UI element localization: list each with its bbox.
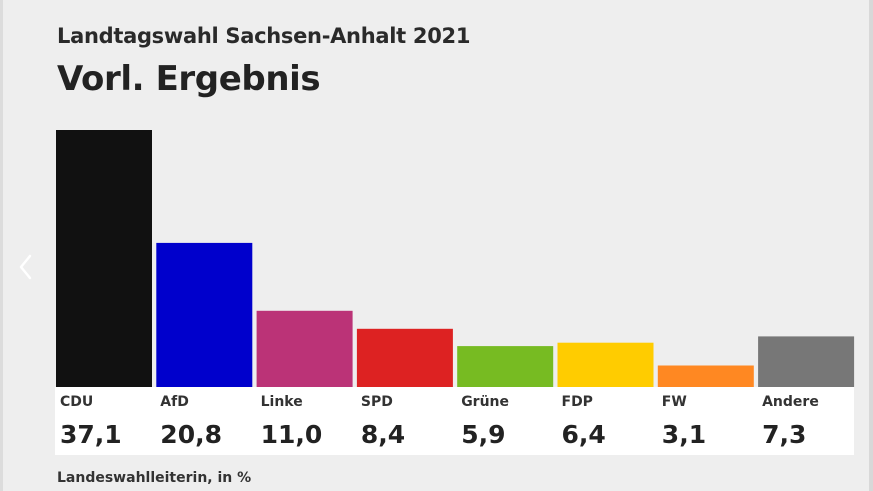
category-label: FW (661, 394, 687, 410)
bar-spd (356, 328, 453, 387)
value-label: 20,8 (160, 420, 222, 449)
category-label: Linke (260, 394, 303, 410)
party-label-column: FDP 6,4 (558, 387, 654, 455)
previous-button[interactable] (14, 250, 38, 284)
category-label: Andere (762, 394, 819, 410)
party-label-column: Grüne 5,9 (457, 387, 553, 455)
chevron-left-icon (19, 254, 32, 280)
value-label: 7,3 (762, 420, 807, 449)
bar-afd (156, 242, 253, 387)
right-frame-edge (869, 0, 873, 491)
label-panel (55, 387, 854, 455)
value-label: 3,1 (661, 420, 707, 449)
chart-subtitle: Landtagswahl Sachsen-Anhalt 2021 (57, 24, 471, 48)
bar-linke (256, 310, 353, 387)
value-label: 6,4 (561, 420, 606, 449)
category-label: Grüne (461, 394, 510, 410)
party-label-column: Linke 11,0 (257, 387, 353, 455)
category-label: SPD (360, 394, 393, 410)
bar-fdp (557, 342, 654, 387)
bar-gr-ne (457, 346, 554, 387)
category-label: CDU (60, 394, 94, 410)
value-label: 11,0 (260, 420, 323, 449)
party-label-column: CDU 37,1 (56, 387, 152, 455)
value-label: 5,9 (461, 420, 506, 449)
bar-chart (56, 130, 855, 387)
party-label-column: Andere 7,3 (758, 387, 854, 455)
party-label-column: AfD 20,8 (156, 387, 252, 455)
party-label-column: FW 3,1 (658, 387, 754, 455)
bar-fw (657, 365, 754, 387)
bar-andere (758, 336, 855, 387)
value-label: 37,1 (60, 420, 122, 449)
category-label: AfD (160, 394, 189, 410)
data-source: Landeswahlleiterin, in % (57, 470, 252, 486)
left-frame-edge (0, 0, 3, 491)
category-label: FDP (561, 394, 593, 410)
bar-cdu (56, 130, 152, 387)
value-label: 8,4 (360, 420, 406, 449)
chart-title: Vorl. Ergebnis (57, 59, 321, 99)
party-label-column: SPD 8,4 (357, 387, 453, 455)
